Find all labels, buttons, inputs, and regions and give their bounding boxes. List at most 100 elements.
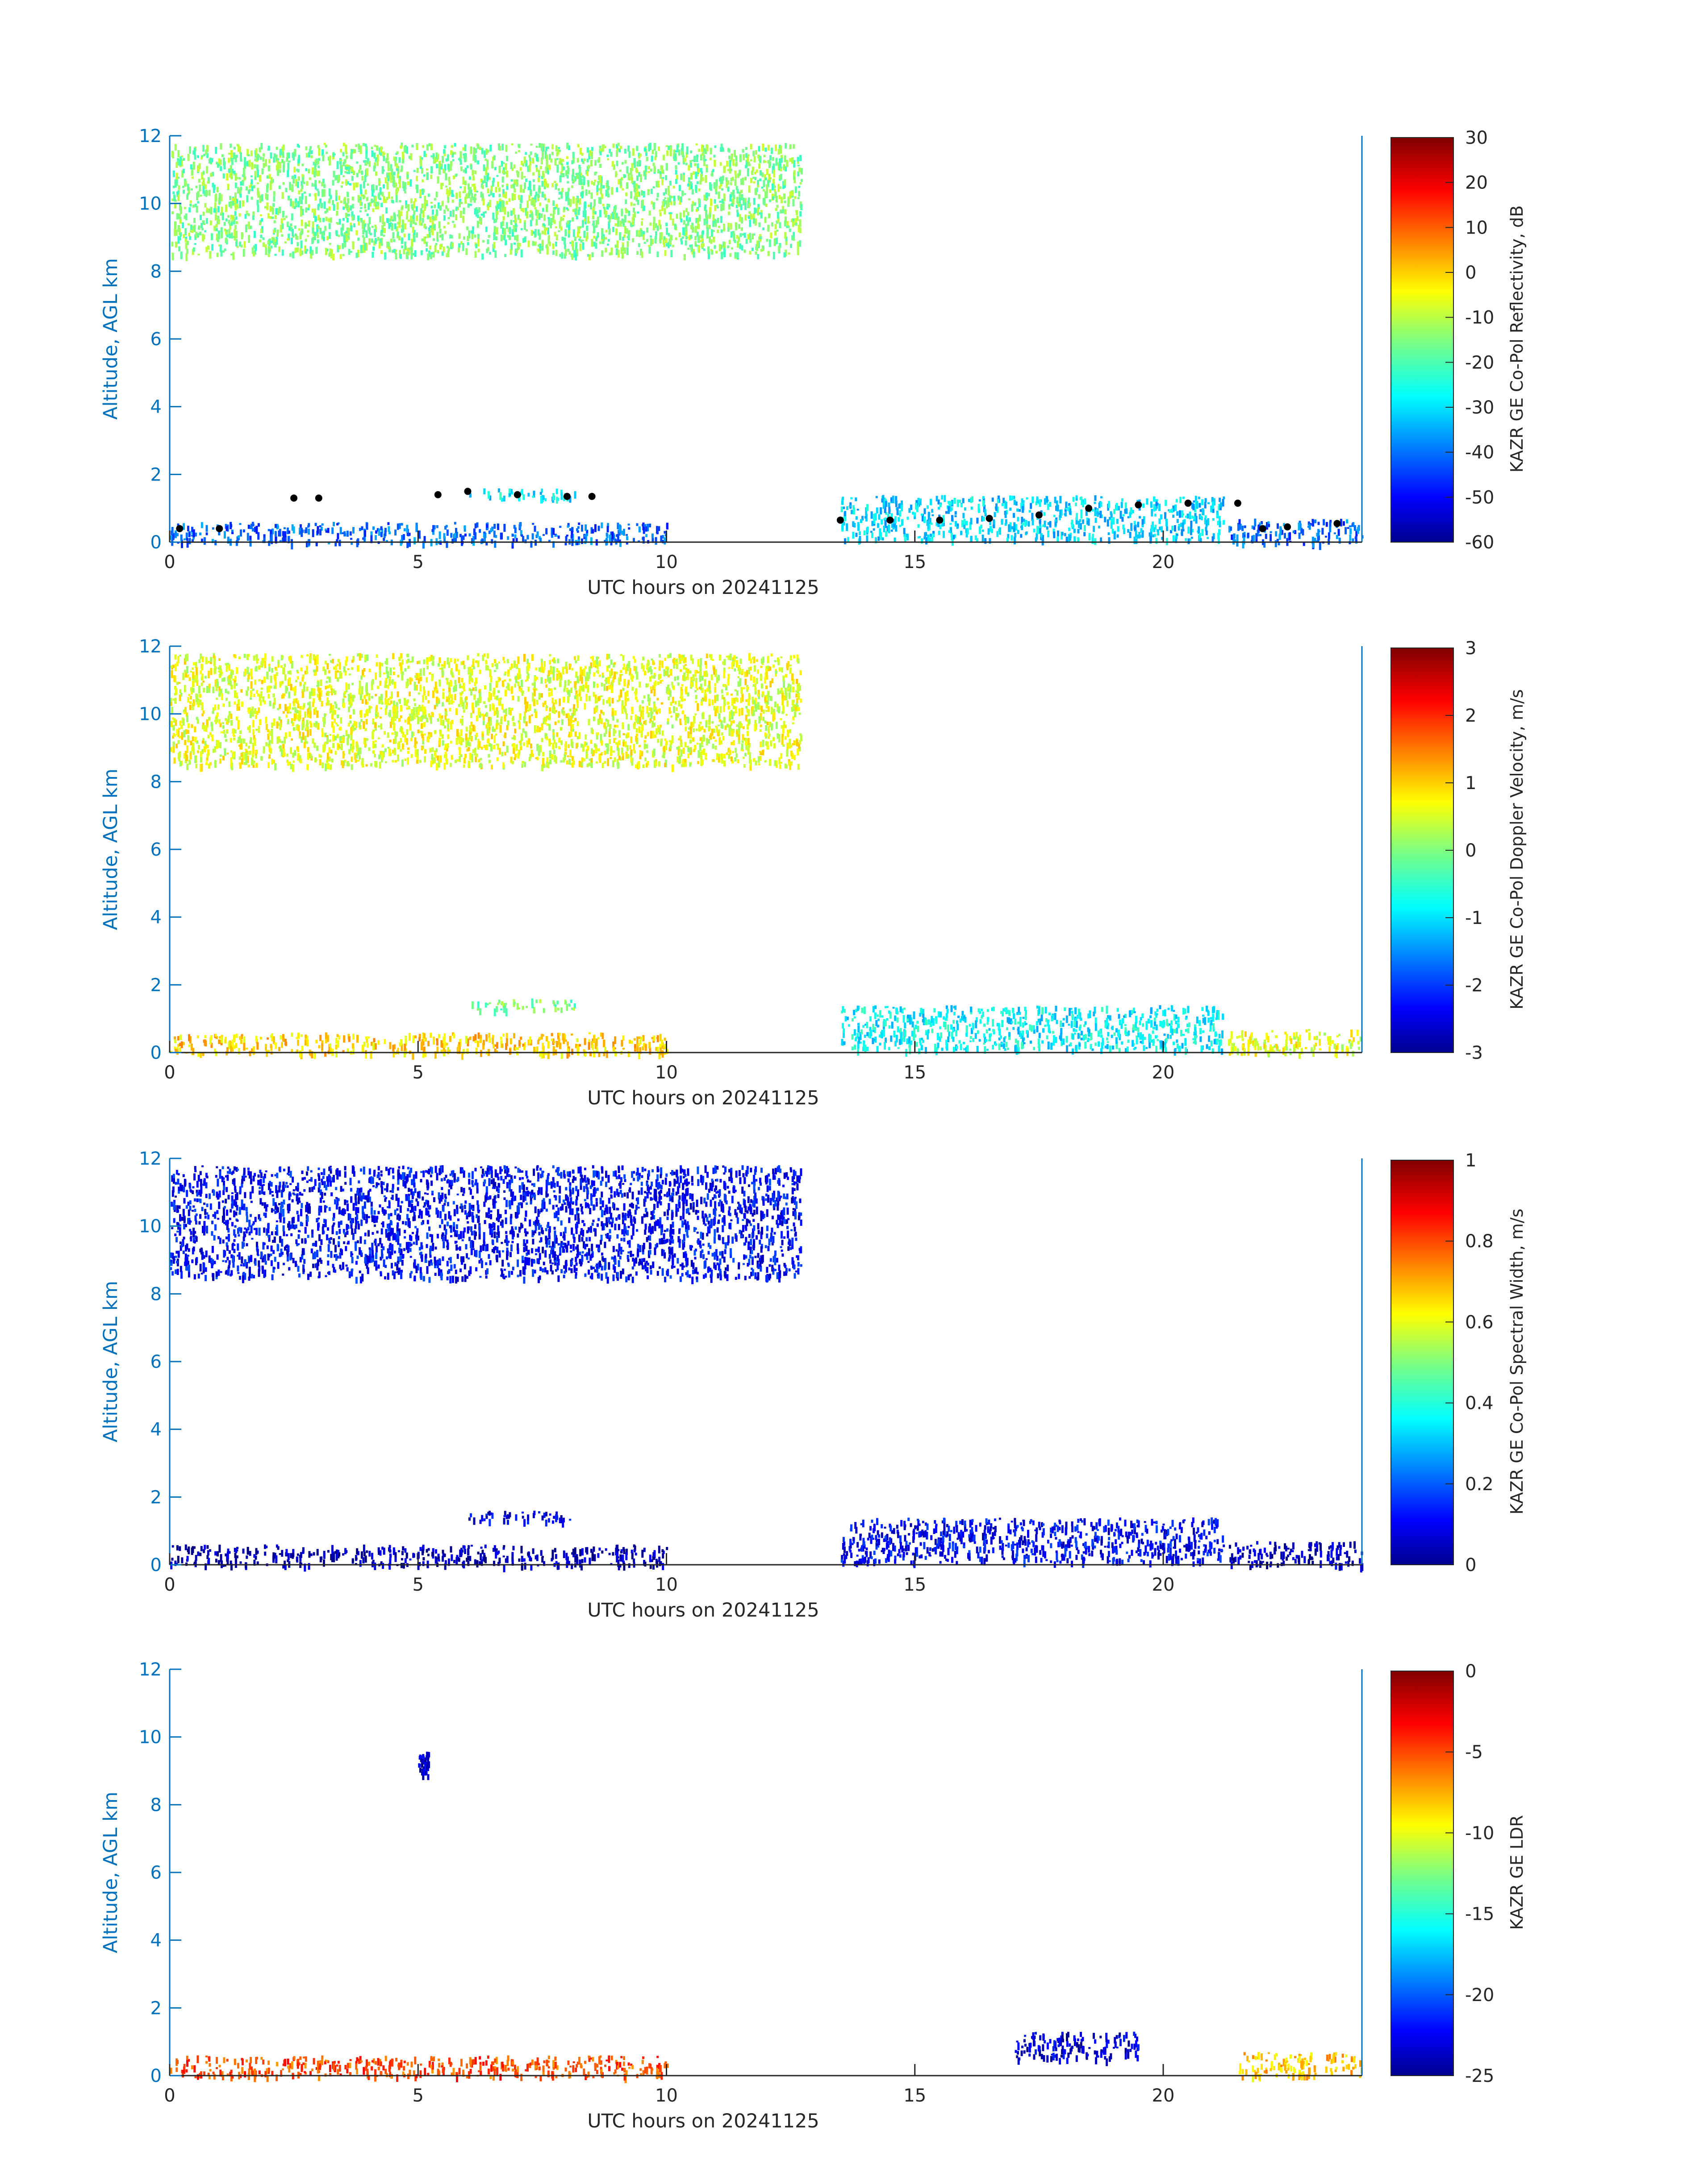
echo-cell [218, 719, 221, 722]
echo-cell [1171, 508, 1173, 513]
echo-cell [448, 181, 451, 185]
echo-cell [879, 528, 881, 536]
echo-cell [555, 250, 558, 256]
echo-cell [974, 535, 977, 540]
echo-cell [254, 526, 256, 532]
echo-cell [860, 519, 862, 523]
echo-cell [733, 655, 736, 662]
echo-cell [666, 150, 668, 156]
echo-cell [348, 249, 351, 255]
echo-cell [336, 210, 338, 216]
echo-cell [534, 526, 536, 532]
echo-cell [1276, 539, 1279, 542]
echo-cell [714, 159, 716, 167]
echo-cell [689, 732, 692, 739]
echo-cell [653, 217, 656, 225]
echo-cell [585, 734, 587, 740]
echo-cell [937, 524, 940, 527]
echo-cell [563, 207, 566, 210]
echo-cell [415, 526, 418, 532]
echo-cell [445, 205, 447, 209]
echo-cell [615, 228, 618, 235]
echo-cell [765, 666, 768, 673]
echo-cell [780, 168, 782, 171]
echo-cell [580, 239, 583, 243]
echo-cell [392, 760, 394, 763]
echo-cell [1083, 525, 1086, 531]
echo-cell [292, 201, 294, 209]
echo-cell [938, 507, 940, 510]
echo-cell [281, 159, 284, 163]
echo-cell [951, 536, 953, 540]
echo-cell [227, 715, 230, 723]
echo-cell [627, 173, 630, 180]
echo-cell [628, 210, 631, 216]
echo-cell [626, 542, 628, 545]
echo-cell [561, 164, 564, 172]
echo-cell [647, 189, 650, 195]
echo-cell [401, 142, 403, 147]
echo-cell [575, 671, 578, 678]
echo-cell [785, 241, 788, 245]
echo-cell [572, 196, 575, 204]
echo-cell [873, 514, 875, 521]
echo-cell [747, 155, 749, 162]
echo-cell [539, 492, 542, 495]
echo-cell [342, 218, 345, 221]
echo-cell [1082, 519, 1084, 524]
echo-cell [1289, 532, 1291, 540]
echo-cell [859, 536, 861, 544]
echo-cell [700, 154, 702, 161]
echo-cell [228, 229, 230, 234]
echo-cell [183, 523, 185, 530]
echo-cell [458, 158, 460, 160]
echo-cell [699, 743, 702, 751]
echo-cell [634, 212, 636, 218]
echo-cell [412, 219, 415, 224]
echo-cell [781, 155, 783, 159]
echo-cell [474, 193, 476, 196]
echo-cell [185, 712, 188, 717]
echo-cell [182, 168, 185, 174]
echo-cell [408, 691, 411, 697]
echo-cell [588, 190, 590, 194]
echo-cell [496, 201, 499, 206]
echo-cell [505, 163, 507, 171]
echo-cell [269, 205, 272, 212]
echo-cell [858, 531, 861, 535]
echo-cell [438, 679, 441, 687]
echo-cell [968, 499, 970, 502]
colorbar-tick-label: -30 [1465, 397, 1494, 418]
echo-cell [288, 152, 290, 159]
echo-cell [555, 242, 557, 247]
echo-cell [487, 205, 489, 210]
echo-cell [742, 756, 745, 759]
echo-cell [766, 168, 768, 175]
y-tick-label: 8 [150, 261, 162, 282]
echo-cell [237, 145, 240, 152]
echo-cell [387, 161, 390, 169]
echo-cell [701, 171, 703, 176]
echo-cell [442, 168, 445, 173]
echo-cell [1096, 509, 1098, 513]
echo-cell [172, 151, 174, 158]
echo-cell [177, 158, 180, 166]
echo-cell [275, 524, 277, 528]
echo-cell [737, 173, 739, 178]
echo-cell [728, 211, 731, 215]
echo-cell [938, 531, 940, 535]
echo-cell [541, 143, 543, 151]
echo-cell [982, 496, 985, 499]
echo-cell [568, 715, 570, 721]
echo-cell [388, 223, 391, 229]
echo-cell [438, 170, 441, 175]
echo-cell [428, 143, 431, 146]
echo-cell [567, 165, 569, 168]
echo-cell [593, 226, 596, 233]
echo-cell [624, 160, 627, 164]
echo-cell [599, 210, 601, 217]
echo-cell [301, 175, 304, 182]
echo-cell [305, 666, 308, 672]
echo-cell [190, 164, 192, 170]
echo-cell [472, 541, 475, 546]
